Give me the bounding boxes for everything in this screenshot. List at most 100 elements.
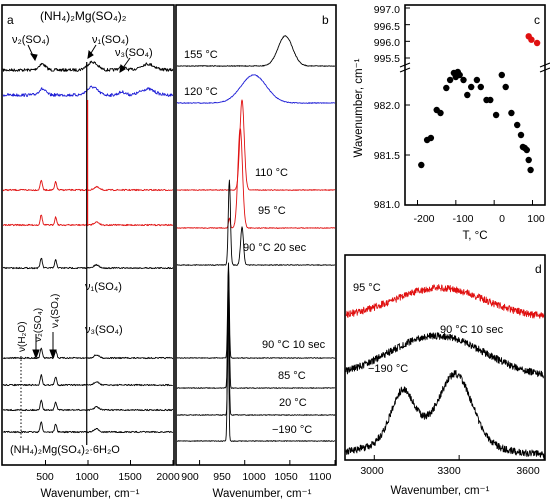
- d-xtick-2: 3600: [516, 465, 540, 477]
- panel-a-traces: [2, 60, 174, 445]
- annot-a-top-1: ν₁(SO₄): [92, 34, 129, 46]
- b-label-5: 90 °C 10 sec: [262, 339, 326, 351]
- panel-c-point-0-19: [498, 71, 505, 79]
- panel-d-trace-0: [345, 284, 545, 319]
- panel-c-point-0-5: [443, 84, 450, 92]
- annot-a-bot-3: ν₁(SO₄): [85, 281, 122, 293]
- a-xtick-1: 1000: [75, 471, 99, 483]
- panel-a-trace-6: [2, 374, 173, 387]
- axis-ticks: [45, 7, 545, 465]
- annot-a-top-0: ν₂(SO₄): [12, 34, 49, 46]
- panel-c-point-0-13: [468, 83, 475, 91]
- c-ytick-u3: 997.0: [374, 4, 400, 16]
- a-xlabel: Wavenumber, cm⁻¹: [41, 488, 140, 500]
- panel-c-point-0-22: [514, 121, 521, 129]
- a-xtick-3: 2000: [156, 471, 180, 483]
- panel-c-frame: [404, 4, 546, 206]
- annot-a-bot-0: ν(H₂O): [17, 321, 28, 352]
- d-x-ticklabels: 3000 3300 3600: [360, 465, 540, 477]
- d-xtick-1: 3300: [437, 465, 461, 477]
- b-label-1: 120 °C: [184, 86, 218, 98]
- panel-c-point-0-21: [508, 109, 515, 117]
- panel-c-axis-break: [399, 62, 550, 73]
- b-label-3: 95 °C: [258, 205, 286, 217]
- panel-c-point-1-2: [533, 39, 541, 47]
- c-x-ticklabels: -200 -100 0 100: [413, 213, 544, 225]
- d-xtick-0: 3000: [360, 465, 384, 477]
- b-xtick-partial: 900: [181, 471, 199, 483]
- b-label-7: 20 °C: [279, 397, 307, 409]
- annot-a-top-2: ν₃(SO₄): [115, 47, 153, 59]
- c-xtick-1: -100: [452, 213, 473, 225]
- annot-a-bot-4: ν₃(SO₄): [85, 324, 123, 336]
- b-xtick-0: 950: [213, 471, 231, 483]
- annot-a-bot-1: ν₂(SO₄): [33, 308, 44, 342]
- panel-b-trace-2: [176, 99, 336, 191]
- c-ytick-u0: 995.5: [374, 53, 400, 65]
- panel-a-title-top: (NH₄)₂Mg(SO₄)₂: [40, 9, 127, 23]
- b-x-ticklabels: 900 950 1000 1050 1100: [181, 471, 331, 483]
- c-xlabel: T, °C: [462, 230, 487, 242]
- b-label-2: 110 °C: [255, 167, 288, 179]
- panel-a-trace-0: [2, 60, 174, 72]
- b-xtick-3: 1100: [309, 471, 332, 483]
- b-label-8: −190 °C: [272, 424, 312, 436]
- panel-a-frame: [1, 4, 175, 466]
- panel-a-trace-1: [2, 85, 174, 97]
- panel-c-point-0-12: [464, 91, 471, 99]
- d-label-2: −190 °C: [368, 363, 408, 375]
- panel-c-point-0-4: [437, 109, 444, 117]
- panel-c-point-0-18: [492, 111, 500, 119]
- panel-d-trace-2: [345, 370, 545, 458]
- panel-c-letter: c: [534, 13, 540, 27]
- panel-c-point-0-17: [487, 96, 494, 104]
- panel-b-trace-8: [177, 310, 336, 442]
- b-xlabel: Wavenumber, cm⁻¹: [213, 488, 312, 500]
- annotation-arrows: [20, 44, 131, 440]
- panel-c-point-0-6: [446, 76, 454, 84]
- panel-c-point-0-26: [523, 146, 530, 154]
- panel-c-point-1-1: [528, 36, 535, 43]
- panel-c-marks: [399, 33, 550, 174]
- panel-c-point-0-0: [418, 161, 425, 169]
- panel-a-trace-7: [2, 399, 174, 412]
- panel-d-frame: [344, 254, 546, 461]
- a-x-ticklabels: 500 1000 1500 2000: [36, 471, 180, 483]
- panel-c-point-0-23: [517, 131, 525, 139]
- c-ytick-l0: 981.0: [374, 199, 400, 211]
- d-label-1: 90 °C 10 sec: [440, 324, 504, 336]
- panel-b-trace-3: [176, 127, 336, 229]
- panel-d-trace-1: [345, 332, 545, 379]
- panel-a-letter: a: [7, 13, 14, 27]
- b-label-6: 85 °C: [278, 370, 306, 382]
- b-label-0: 155 °C: [184, 49, 218, 61]
- panel-c-point-0-10: [456, 71, 463, 79]
- panel-b-trace-0: [177, 35, 336, 67]
- panel-c-point-0-11: [460, 76, 467, 84]
- panel-c-point-0-15: [477, 83, 484, 91]
- c-xtick-0: -200: [413, 213, 434, 225]
- a-xtick-0: 500: [36, 471, 54, 483]
- panel-b-trace-7: [177, 289, 336, 416]
- c-ytick-u2: 996.5: [374, 21, 400, 33]
- panel-a-trace-3: [2, 214, 174, 227]
- d-xlabel: Wavenumber, cm⁻¹: [391, 485, 490, 497]
- panel-b-letter: b: [322, 13, 329, 27]
- a-xtick-2: 1500: [118, 471, 142, 483]
- c-ylabel: Wavenumber, cm⁻¹: [353, 58, 365, 157]
- panel-d-traces: [345, 284, 545, 458]
- panel-a-trace-8: [2, 421, 173, 434]
- panel-c-point-0-20: [502, 83, 509, 91]
- d-label-0: 95 °C: [353, 282, 381, 294]
- c-ytick-l2: 982.0: [374, 100, 400, 112]
- panel-b-trace-6: [176, 267, 336, 389]
- panel-c-point-0-14: [473, 76, 481, 84]
- panel-b-traces: [176, 35, 336, 442]
- panel-b-trace-1: [176, 74, 336, 104]
- panel-b-frame: [175, 4, 337, 466]
- panel-b-trace-4: [176, 179, 336, 266]
- b-xtick-2: 1050: [274, 471, 298, 483]
- annot-a-bot-2: ν₄(SO₄): [50, 294, 61, 328]
- panel-d-letter: d: [535, 262, 542, 276]
